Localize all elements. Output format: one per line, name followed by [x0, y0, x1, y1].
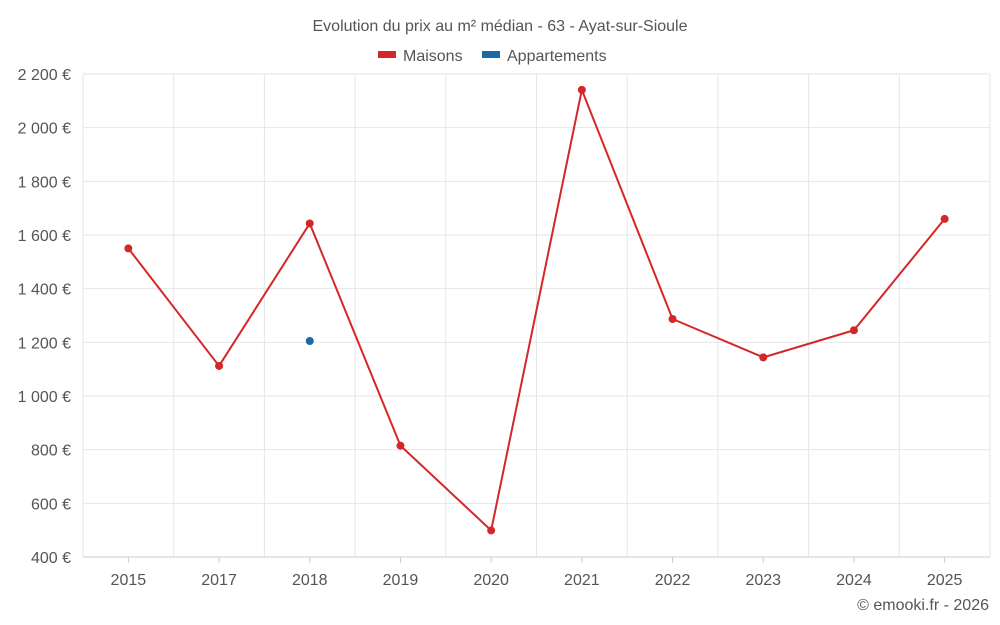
x-tick-label-2021: 2021: [564, 572, 600, 589]
legend-item-appartements[interactable]: Appartements: [482, 48, 607, 65]
legend-item-maisons[interactable]: Maisons: [378, 48, 463, 65]
x-tick-label-2022: 2022: [655, 572, 691, 589]
data-point-maisons-2019[interactable]: [396, 441, 405, 450]
x-tick-label-2019: 2019: [383, 572, 419, 589]
data-point-maisons-2017[interactable]: [215, 361, 224, 370]
x-tick-label-2023: 2023: [745, 572, 781, 589]
grid-layer: [82, 73, 991, 557]
legend-swatch-maisons: [378, 51, 396, 58]
x-tick-label-2024: 2024: [836, 572, 872, 589]
chart-title: Evolution du prix au m² médian - 63 - Ay…: [313, 18, 688, 35]
y-tick-label-800: 800 €: [31, 443, 71, 460]
y-tick-label-1000: 1 000 €: [18, 389, 71, 406]
x-tick-label-2017: 2017: [201, 572, 237, 589]
legend-label-maisons: Maisons: [403, 48, 463, 65]
axis-layer: 400 € 600 € 800 € 1 000 € 1 200 € 1 400 € 1 60…: [18, 67, 990, 589]
y-tick-label-600: 600 €: [31, 496, 71, 513]
x-tick-label-2018: 2018: [292, 572, 328, 589]
data-point-maisons-2023[interactable]: [759, 353, 768, 362]
y-tick-label-2000: 2 000 €: [18, 121, 71, 138]
data-point-maisons-2025[interactable]: [940, 214, 949, 223]
data-point-maisons-2020[interactable]: [487, 526, 496, 535]
y-tick-label-1800: 1 800 €: [18, 174, 71, 191]
credit-text: © emooki.fr - 2026: [857, 597, 989, 614]
y-tick-label-1200: 1 200 €: [18, 335, 71, 352]
x-tick-label-2025: 2025: [927, 572, 963, 589]
data-point-maisons-2018[interactable]: [305, 219, 314, 228]
x-tick-label-2020: 2020: [473, 572, 509, 589]
legend-swatch-appartements: [482, 51, 500, 58]
legend-label-appartements: Appartements: [507, 48, 607, 65]
y-tick-label-400: 400 €: [31, 550, 71, 567]
y-tick-label-1600: 1 600 €: [18, 228, 71, 245]
data-point-maisons-2021[interactable]: [577, 85, 586, 94]
legend: Maisons Appartements: [378, 48, 607, 65]
series-layer: [124, 85, 949, 535]
y-tick-label-2200: 2 200 €: [18, 67, 71, 84]
y-tick-label-1400: 1 400 €: [18, 282, 71, 299]
data-point-maisons-2015[interactable]: [124, 244, 133, 253]
series-line-maisons: [127, 88, 946, 532]
data-point-maisons-2024[interactable]: [849, 326, 858, 335]
data-point-maisons-2022[interactable]: [668, 314, 677, 323]
x-tick-label-2015: 2015: [111, 572, 147, 589]
data-point-appartements-2018[interactable]: [305, 336, 314, 345]
